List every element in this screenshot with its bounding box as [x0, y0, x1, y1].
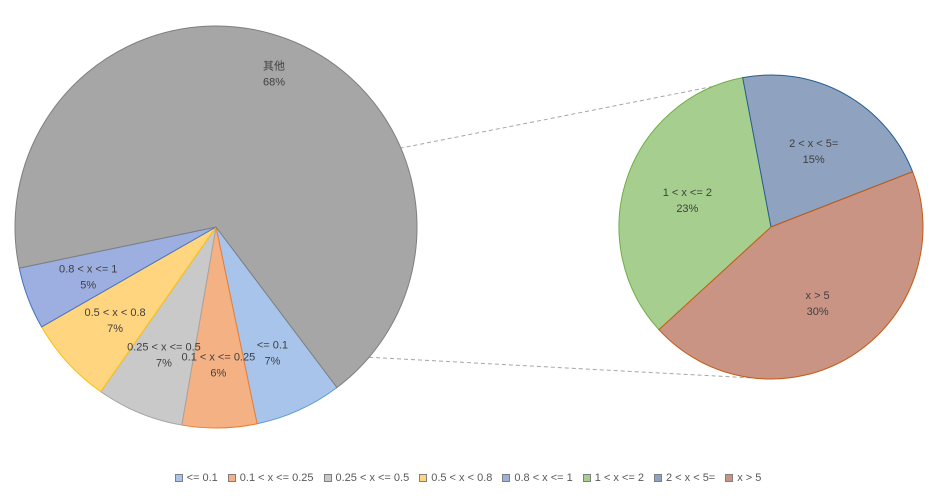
legend-label: 0.8 < x <= 1	[514, 472, 573, 485]
data-label-0-8-x-1: 0.8 < x <= 1 5%	[59, 264, 117, 292]
legend-swatch	[725, 474, 734, 483]
data-label-other: 其他 68%	[263, 60, 285, 89]
pie-of-pie-chart: <= 0.1 7%0.1 < x <= 0.25 6%0.25 < x <= 0.5…	[14, 25, 924, 429]
legend-item-1-x-2: 1 < x <= 2	[582, 472, 644, 485]
legend-label: 0.1 < x <= 0.25	[239, 472, 314, 485]
slice-1-x-2	[618, 77, 772, 331]
legend-item-0-1: <= 0.1	[174, 472, 218, 485]
slice-x-5	[658, 171, 924, 380]
legend-label: <= 0.1	[186, 472, 218, 485]
legend-swatch	[227, 474, 236, 483]
legend-label: x > 5	[737, 472, 762, 485]
slice-labels: <= 0.1 7%0.1 < x <= 0.25 6%0.25 < x <= 0.5…	[59, 60, 838, 380]
legend-item-0-1-x-0-25: 0.1 < x <= 0.25	[227, 472, 314, 485]
chart-legend: <= 0.1 0.1 < x <= 0.25 0.25 < x <= 0.5 0.5 …	[0, 472, 936, 484]
legend-label: 0.5 < x < 0.8	[431, 472, 493, 485]
slice-2-x-5	[742, 74, 914, 228]
slice-other	[14, 25, 418, 389]
legend-label: 0.25 < x <= 0.5	[335, 472, 410, 485]
data-label-0-25-x-0-5: 0.25 < x <= 0.5 7%	[127, 341, 201, 369]
data-label-0-1: <= 0.1 7%	[257, 339, 288, 367]
legend-swatch	[419, 474, 428, 483]
data-label-0-1-x-0-25: 0.1 < x <= 0.25 6%	[182, 352, 256, 380]
data-label-2-x-5: 2 < x < 5= 15%	[789, 138, 838, 166]
data-label-x-5: x > 5 30%	[806, 290, 830, 318]
legend-label: 2 < x < 5=	[666, 472, 716, 485]
data-label-0-5-x-0-8: 0.5 < x < 0.8 7%	[84, 307, 145, 335]
legend-swatch	[582, 474, 591, 483]
legend-item-0-8-x-1: 0.8 < x <= 1	[502, 472, 573, 485]
data-label-1-x-2: 1 < x <= 2 23%	[663, 187, 712, 215]
legend-item-x-5: x > 5	[725, 472, 761, 484]
legend-label: 1 < x <= 2	[594, 472, 644, 485]
legend-swatch	[174, 474, 183, 483]
main-pie	[14, 25, 418, 429]
legend-item-2-x-5: 2 < x < 5=	[654, 472, 715, 484]
secondary-pie	[618, 74, 924, 380]
legend-item-0-5-x-0-8: 0.5 < x < 0.8	[419, 472, 492, 484]
legend-swatch	[654, 474, 662, 483]
legend-swatch	[502, 474, 511, 483]
legend-item-0-25-x-0-5: 0.25 < x <= 0.5	[323, 472, 410, 485]
legend-swatch	[323, 474, 332, 483]
